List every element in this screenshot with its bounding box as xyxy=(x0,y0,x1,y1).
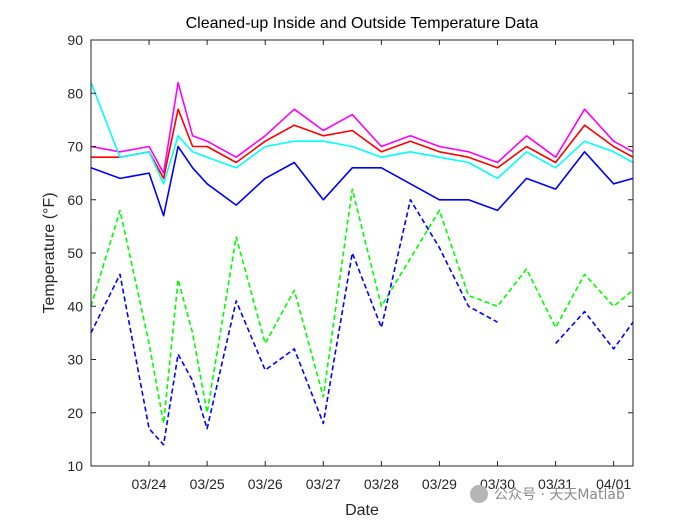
y-axis-label: Temperature (°F) xyxy=(41,192,58,313)
y-tick-label: 10 xyxy=(67,458,83,474)
series-line-1 xyxy=(90,81,634,174)
x-axis: 03/24 03/25 03/26 03/27 03/28 03/29 03/30 03/31… xyxy=(132,40,631,492)
watermark-text: 公众号 · 天天Matlab xyxy=(494,487,625,503)
x-tick-label: 04/01 xyxy=(596,476,631,492)
y-tick-label: 20 xyxy=(67,405,83,421)
wechat-icon xyxy=(470,485,488,503)
x-tick-label: 03/26 xyxy=(248,476,283,492)
y-tick-label: 50 xyxy=(67,245,83,261)
chart-title: Cleaned-up Inside and Outside Temperatur… xyxy=(186,15,539,32)
y-tick-label: 90 xyxy=(67,32,83,48)
x-tick-label: 03/29 xyxy=(422,476,457,492)
watermark: 公众号 · 天天Matlab xyxy=(470,485,625,503)
y-tick-label: 60 xyxy=(67,192,83,208)
plot-area xyxy=(90,81,634,446)
x-tick-label: 03/31 xyxy=(538,476,573,492)
x-tick-label: 03/27 xyxy=(306,476,341,492)
y-tick-label: 40 xyxy=(67,298,83,314)
axes-box xyxy=(90,39,634,467)
x-axis-label: Date xyxy=(345,502,379,519)
x-tick-label: 03/30 xyxy=(480,476,515,492)
x-tick-label: 03/24 xyxy=(132,476,167,492)
x-tick-label: 03/25 xyxy=(190,476,225,492)
series-line-2 xyxy=(91,108,634,180)
y-tick-label: 80 xyxy=(67,85,83,101)
series-line-3 xyxy=(90,82,634,185)
x-tick-label: 03/28 xyxy=(364,476,399,492)
series-line-6 xyxy=(90,199,634,446)
y-tick-label: 70 xyxy=(67,139,83,155)
y-tick-label: 30 xyxy=(67,352,83,368)
series-line-5 xyxy=(90,188,634,425)
y-axis: 10 20 30 40 50 60 70 80 90 xyxy=(67,32,633,474)
series-line-4 xyxy=(90,145,634,217)
